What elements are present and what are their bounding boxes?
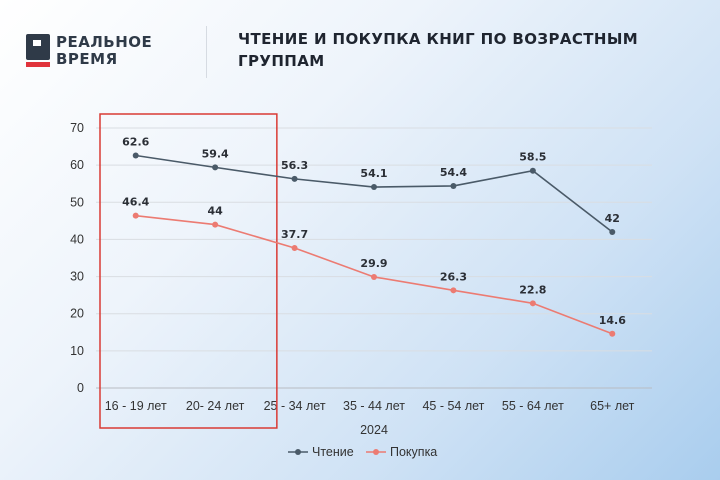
data-label: 54.1: [360, 167, 387, 180]
header-divider: [206, 26, 207, 78]
series-1-point: [371, 184, 377, 191]
data-label: 62.6: [122, 135, 149, 148]
series-1-point: [609, 229, 616, 235]
series-2-point: [291, 244, 298, 251]
series-2-point: [450, 287, 457, 294]
x-tick-label: 35 - 44 лет: [343, 399, 405, 413]
y-tick-label: 20: [70, 307, 84, 321]
data-label: 37.7: [281, 228, 308, 241]
x-tick-label: 45 - 54 лет: [422, 399, 484, 413]
y-tick-label: 10: [70, 344, 84, 358]
x-tick-label: 16 - 19 лет: [105, 399, 167, 413]
data-label: 54.4: [440, 166, 467, 179]
y-tick-label: 60: [70, 158, 84, 172]
data-label: 29.9: [360, 257, 387, 270]
brand-name-line2: ВРЕМЯ: [56, 50, 118, 68]
brand-name: РЕАЛЬНОЕ ВРЕМЯ: [56, 34, 152, 68]
chart-title: ЧТЕНИЕ И ПОКУПКА КНИГ ПО ВОЗРАСТНЫМ ГРУП…: [238, 30, 639, 70]
y-tick-label: 70: [70, 121, 84, 135]
legend-swatch-marker: [295, 449, 301, 455]
y-tick-label: 0: [77, 381, 84, 395]
series-2-point: [132, 212, 139, 219]
series-2-point: [212, 221, 219, 228]
x-tick-label: 25 - 34 лет: [264, 399, 326, 413]
x-axis-title: 2024: [360, 423, 388, 437]
data-label: 58.5: [519, 151, 546, 164]
highlight-box: [99, 113, 278, 429]
data-label: 44: [207, 205, 223, 218]
data-label: 14.6: [599, 314, 626, 327]
series-1-point: [291, 175, 298, 182]
brand-logo-icon: [26, 34, 50, 67]
data-label: 22.8: [519, 283, 546, 296]
series-2-point: [529, 300, 536, 307]
data-label: 26.3: [440, 270, 467, 283]
x-tick-label: 55 - 64 лет: [502, 399, 564, 413]
series-1-point: [132, 152, 139, 159]
data-label: 46.4: [122, 196, 149, 209]
series-1-point: [450, 182, 457, 189]
series-1-point: [212, 164, 219, 171]
legend-label: Покупка: [390, 445, 437, 459]
series-2-point: [371, 273, 377, 280]
data-label: 42: [605, 212, 620, 225]
y-tick-label: 50: [70, 195, 84, 209]
brand-name-line1: РЕАЛЬНОЕ: [56, 33, 153, 51]
x-tick-label: 20- 24 лет: [186, 399, 245, 413]
data-label: 59.4: [202, 147, 229, 160]
y-tick-label: 30: [70, 270, 84, 284]
brand-logo: РЕАЛЬНОЕ ВРЕМЯ: [26, 34, 166, 70]
x-tick-label: 65+ лет: [590, 399, 635, 413]
legend-label: Чтение: [312, 445, 354, 459]
y-tick-label: 40: [70, 232, 84, 246]
series-1-point: [529, 167, 536, 174]
series-2-point: [609, 330, 616, 337]
legend-swatch-marker: [373, 449, 379, 455]
data-label: 56.3: [281, 159, 308, 172]
